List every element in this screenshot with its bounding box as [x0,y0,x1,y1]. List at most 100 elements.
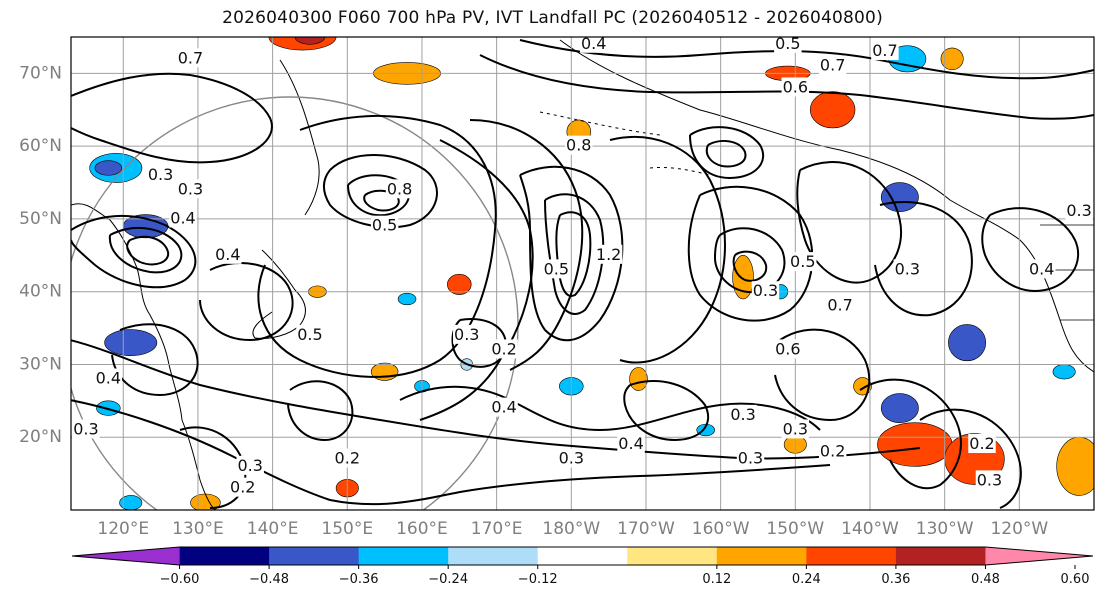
contour-label-backdrop [490,339,518,359]
pv-anomaly-patch [1052,364,1076,380]
lat-label: 70°N [19,63,62,83]
contour-line [555,211,592,297]
contour-line [287,380,354,442]
contour-labels: 0.4 0.5 0.7 0.7 0.7 0.6 0.3 0.3 0.8 0.8 0.4 0.4 0.5 1… [72,34,1093,497]
contour-label-backdrop [453,324,481,344]
contour-label: 0.5 [775,34,800,53]
colorbar-bin [806,547,897,565]
contour-line [689,126,765,180]
colorbar-tick-label: 0.60 [1061,572,1090,587]
contour-label-backdrop [579,37,608,53]
contour-line [774,328,871,422]
kamchatka-coastline [279,59,320,216]
contour-label-backdrop [236,455,264,475]
contour-label-backdrop [296,324,324,344]
contour-label: 0.3 [738,449,763,468]
lon-label: 160°E [396,519,448,539]
asia-coastline [71,203,216,510]
contour-line [705,139,747,168]
pv-anomaly-patch [190,493,221,510]
contour-label: 0.3 [753,281,778,300]
colorbar-tick-label: 0.12 [702,572,731,587]
lon-label: 160°W [692,519,750,539]
contour-label: 0.4 [581,34,606,53]
contour-line [363,189,400,212]
pv-anomaly-patch [294,37,326,45]
pv-anomaly-patch [877,422,953,467]
colorbar-bin [537,547,628,565]
contour-label-backdrop [94,368,123,388]
map-frame [70,36,1095,511]
contour-label: 0.2 [230,478,255,497]
contour-label-backdrop [781,77,810,97]
contour-line [399,385,821,432]
contour-line [111,323,199,397]
contour-label: 0.7 [872,41,897,60]
lon-label: 180°W [542,519,600,539]
contour-label: 0.4 [170,208,195,227]
colorbar-bin [358,547,449,565]
contour-label: 0.5 [372,216,397,235]
alaska-coastline [559,39,1094,373]
lon-label: 140°E [247,519,299,539]
contour-label-backdrop [333,448,362,468]
contour-label: 0.3 [559,449,584,468]
contour-label: 0.2 [969,434,994,453]
contour-label-backdrop [385,179,414,199]
pv-anomaly-patch [447,273,472,295]
contour-label-backdrop [370,215,399,235]
pv-anomaly-patch [629,367,648,391]
lon-label: 170°E [471,519,523,539]
contour-label: 0.7 [178,48,203,67]
longitude-labels: 120°E 130°E 140°E 150°E 160°E 170°E 180°W 170°W… [97,519,1048,539]
lat-label: 20°N [19,427,62,447]
contour-line [71,72,273,164]
contour-label: 0.6 [783,77,808,96]
contour-label-backdrop [789,252,817,272]
contour-label: 0.3 [730,405,755,424]
contour-label: 0.3 [454,325,479,344]
coastline-layer [71,39,1094,510]
contour-label: 0.2 [820,441,845,460]
lat-label: 50°N [19,209,62,229]
contour-line [257,114,497,378]
contour-label-backdrop [893,259,922,279]
colorbar-bin [448,547,539,565]
contour-label-backdrop [736,448,765,468]
colorbar-bin [269,547,360,565]
contour-line [623,380,710,442]
contour-line [451,318,507,368]
colorbar-tick-label: 0.24 [792,572,821,587]
contour-label: 0.3 [237,456,262,475]
colorbar-tick-label: −0.36 [339,572,379,587]
contour-line [732,250,768,282]
colorbar-tick-label: −0.24 [428,572,468,587]
contour-label-backdrop [176,48,205,68]
contour-label: 0.3 [178,179,203,198]
lon-label: 120°E [97,519,149,539]
colorbar-tick-label: 0.48 [971,572,1000,587]
contour-label: 0.8 [566,136,591,155]
map-title: 2026040300 F060 700 hPa PV, IVT Landfall… [222,8,883,28]
contour-line [919,408,1022,509]
contour-line [544,193,605,315]
colorbar-tick-label: −0.48 [249,572,289,587]
pv-contour-layer [71,39,1094,509]
contour-line [687,185,814,322]
contour-label-backdrop [818,55,847,75]
lon-label: 170°W [617,519,675,539]
pv-anomaly-patch [880,393,919,423]
contour-label: 0.3 [783,419,808,438]
contour-label-backdrop [617,434,645,454]
contour-label: 0.7 [827,296,852,315]
lat-label: 60°N [19,136,62,156]
colorbar: −0.60 −0.48 −0.36 −0.24 −0.12 0.12 0.24 0.36 0.4… [71,546,1094,587]
contour-label-backdrop [1028,259,1056,279]
contour-label-backdrop [176,179,205,199]
colorbar-bin [895,547,986,565]
lon-label: 130°W [916,519,974,539]
contour-label-backdrop [169,208,197,228]
pv-anomaly-patch [397,292,417,306]
contour-label-backdrop [542,259,571,279]
contour-line [796,161,902,284]
